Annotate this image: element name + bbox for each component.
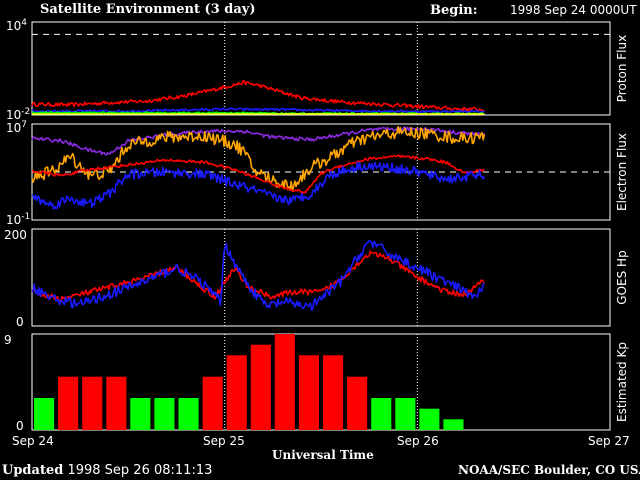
y-axis-label: Electron Flux [615, 133, 629, 211]
panel-frame [31, 333, 611, 431]
y-tick-label: 104 [6, 18, 27, 33]
x-tick-label: Sep 24 [12, 434, 54, 448]
updated-label: Updated [2, 463, 64, 478]
panel-frame [31, 228, 611, 327]
y-axis-label: GOES Hp [615, 250, 629, 304]
series-line [31, 107, 485, 114]
kp-bar [250, 344, 271, 430]
kp-bar [443, 419, 464, 430]
kp-bar [419, 408, 440, 430]
y-tick-label: 9 [4, 333, 12, 347]
series-line [31, 154, 485, 194]
kp-bar [202, 376, 223, 430]
kp-bar [58, 376, 79, 430]
kp-bar [106, 376, 127, 430]
y-axis-label: Proton Flux [615, 35, 629, 102]
series-line [31, 111, 485, 115]
chart-title: Satellite Environment (3 day) [40, 2, 256, 17]
y-tick-label: 107 [6, 120, 27, 135]
kp-bar [323, 355, 344, 430]
kp-bar [274, 334, 295, 430]
series-line [31, 126, 486, 156]
kp-bar [226, 355, 247, 430]
credit-text: NOAA/SEC Boulder, CO USA [458, 463, 640, 477]
y-tick-label: 10-1 [6, 212, 30, 227]
kp-bar [371, 398, 392, 430]
kp-bar [347, 376, 368, 430]
updated-line: Updated 1998 Sep 26 08:11:13 [2, 463, 212, 478]
y-tick-label: 0 [16, 419, 24, 433]
series-line [31, 161, 486, 210]
begin-value: 1998 Sep 24 0000UT [510, 3, 637, 17]
kp-bar [154, 398, 175, 430]
kp-bar [298, 355, 319, 430]
series-line [31, 250, 485, 303]
panel-frame [31, 21, 611, 116]
series-line [31, 126, 486, 192]
updated-value: 1998 Sep 26 08:11:13 [67, 463, 213, 478]
kp-bar [395, 398, 416, 430]
x-axis-label: Universal Time [272, 448, 374, 462]
kp-bar [178, 398, 199, 430]
kp-bar [34, 398, 55, 430]
y-tick-label: 200 [4, 228, 27, 242]
kp-bar [82, 376, 103, 430]
x-tick-label: Sep 27 [588, 434, 630, 448]
series-line [31, 239, 485, 311]
series-line [31, 80, 485, 112]
y-tick-label: 0 [16, 315, 24, 329]
kp-bar [130, 398, 151, 430]
y-axis-label: Estimated Kp [615, 342, 629, 422]
x-tick-label: Sep 26 [397, 434, 439, 448]
begin-label: Begin: [430, 3, 478, 18]
x-tick-label: Sep 25 [203, 434, 245, 448]
